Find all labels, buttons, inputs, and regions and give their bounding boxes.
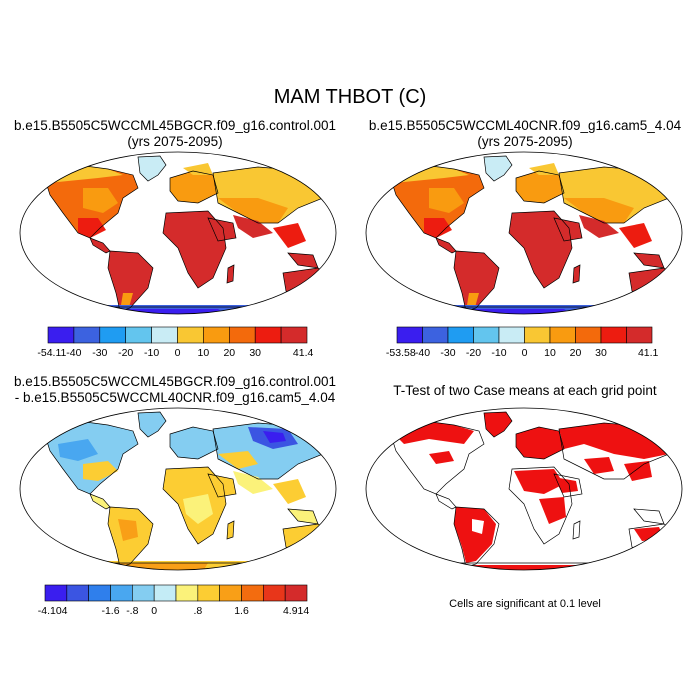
colorbar-tick-label: -40: [415, 347, 430, 359]
colorbar-swatch: [575, 326, 602, 344]
colorbar-tick-label: .8: [193, 605, 202, 617]
colorbar-tick-label: -4.104: [38, 605, 68, 617]
colorbar-swatch: [473, 326, 500, 344]
colorbar-swatch: [197, 584, 220, 602]
colorbar-swatch: [132, 584, 155, 602]
colorbar-swatch: [447, 326, 474, 344]
colorbar-swatch: [203, 326, 230, 344]
colorbar-tick-label: -40: [66, 347, 81, 359]
colorbar-tick-label: 0: [151, 605, 157, 617]
colorbar-swatch: [153, 584, 177, 602]
panel-title-top-right-line2: (yrs 2075-2095): [477, 134, 573, 149]
colorbar-swatch: [44, 584, 68, 602]
colorbar-tick-label: -53.58: [386, 347, 416, 359]
colorbar-tick-label: -10: [491, 347, 506, 359]
colorbar-tick-label: 1.6: [234, 605, 249, 617]
colorbar-swatch: [498, 326, 525, 344]
colorbar-tick-label: -54.11: [37, 347, 66, 359]
colorbar-top-right: -53.58 -40 -30 -20 -10 0 10 20 30 41.1: [386, 326, 659, 359]
colorbar-swatch: [626, 326, 653, 344]
map-bottom-right: [365, 407, 683, 571]
colorbar-swatch: [396, 326, 423, 344]
colorbar-swatch: [73, 326, 101, 344]
panel-title-bottom-left-line1: b.e15.B5505C5WCCML45BGCR.f09_g16.control…: [14, 374, 336, 389]
panel-title-top-right-line1: b.e15.B5505C5WCCML40CNR.f09_g16.cam5_4.0…: [368, 118, 682, 133]
colorbar-swatch: [99, 326, 127, 344]
colorbar-swatch: [263, 584, 286, 602]
colorbar-swatch: [229, 326, 256, 344]
colorbar-swatch: [66, 584, 89, 602]
colorbar-tick-label: 20: [223, 347, 235, 359]
colorbar-tick-label: 10: [544, 347, 556, 359]
colorbar-tick-label: 41.1: [638, 347, 659, 359]
colorbar-tick-label: 30: [249, 347, 261, 359]
colorbar-swatch: [88, 584, 111, 602]
colorbar-tick-label: -1.6: [101, 605, 119, 617]
map-top-right: [365, 151, 683, 315]
ttest-title: T-Test of two Case means at each grid po…: [393, 383, 657, 398]
panel-title-top-right: b.e15.B5505C5WCCML40CNR.f09_g16.cam5_4.0…: [355, 118, 695, 150]
colorbar-tick-label: -20: [466, 347, 481, 359]
colorbar-tick-label: -10: [144, 347, 159, 359]
panel-title-top-left-line1: b.e15.B5505C5WCCML45BGCR.f09_g16.control…: [14, 118, 336, 133]
figure-title: MAM THBOT (C): [273, 86, 427, 108]
colorbar-tick-label: 30: [595, 347, 607, 359]
panel-title-top-left-line2: (yrs 2075-2095): [127, 134, 223, 149]
colorbar-swatch: [524, 326, 551, 344]
colorbar-swatch: [280, 326, 308, 344]
colorbar-swatch: [600, 326, 627, 344]
map-bottom-left: [19, 407, 337, 571]
colorbar-swatch: [177, 326, 204, 344]
colorbar-swatch: [254, 326, 282, 344]
colorbar-top-left: -54.11 -40 -30 -20 -10 0 10 20 30 41.4: [37, 326, 314, 359]
colorbar-swatch: [284, 584, 308, 602]
colorbar-tick-label: -20: [118, 347, 133, 359]
colorbar-tick-label: -30: [92, 347, 107, 359]
panel-title-top-left: b.e15.B5505C5WCCML45BGCR.f09_g16.control…: [5, 118, 345, 150]
colorbar-swatch: [47, 326, 75, 344]
colorbar-swatch: [125, 326, 152, 344]
colorbar-tick-label: -30: [440, 347, 455, 359]
colorbar-swatch: [219, 584, 242, 602]
colorbar-swatch: [549, 326, 576, 344]
colorbar-tick-label: 0: [522, 347, 528, 359]
colorbar-swatch: [151, 326, 178, 344]
colorbar-swatch: [241, 584, 264, 602]
colorbar-tick-label: 0: [175, 347, 181, 359]
colorbar-tick-label: 4.914: [283, 605, 309, 617]
significance-note: Cells are significant at 0.1 level: [449, 598, 601, 610]
colorbar-bottom-left: -4.104 -1.6 -.8 0 .8 1.6 4.914: [38, 584, 309, 617]
panel-title-bottom-left-line2: - b.e15.B5505C5WCCML40CNR.f09_g16.cam5_4…: [14, 390, 336, 405]
colorbar-tick-label: 10: [198, 347, 210, 359]
colorbar-tick-label: -.8: [126, 605, 138, 617]
map-top-left: [19, 151, 337, 315]
panel-title-bottom-left: b.e15.B5505C5WCCML45BGCR.f09_g16.control…: [5, 374, 345, 406]
colorbar-swatch: [110, 584, 133, 602]
colorbar-swatch: [175, 584, 199, 602]
colorbar-tick-label: 41.4: [293, 347, 314, 359]
colorbar-swatch: [422, 326, 449, 344]
colorbar-tick-label: 20: [570, 347, 582, 359]
